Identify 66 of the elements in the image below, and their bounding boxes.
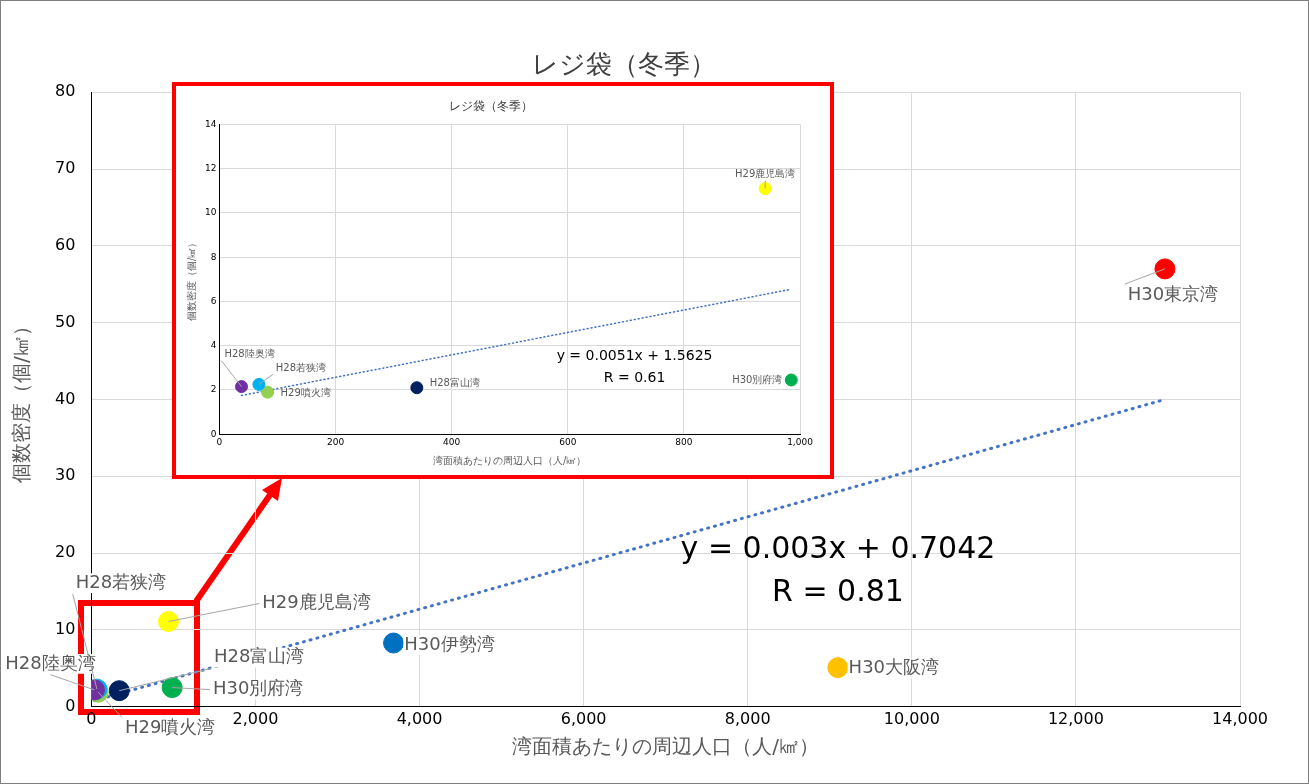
point bbox=[827, 657, 849, 679]
point bbox=[784, 373, 798, 387]
y-tick-label: 40 bbox=[55, 388, 76, 408]
y-tick-label: 50 bbox=[55, 311, 76, 331]
x-axis-title: 湾面積あたりの周辺人口（人/㎢） bbox=[512, 734, 820, 759]
point bbox=[235, 380, 249, 394]
point bbox=[261, 385, 275, 399]
x-tick-label: 2,000 bbox=[232, 708, 279, 728]
y-tick-label: 4 bbox=[210, 340, 217, 351]
series-label: H28陸奥湾 bbox=[5, 651, 96, 673]
point bbox=[252, 377, 266, 391]
x-tick-label: 4,000 bbox=[396, 708, 443, 728]
x-tick-label: 10,000 bbox=[883, 708, 940, 728]
x-tick-label: 400 bbox=[443, 436, 461, 447]
series-label: H29鹿児島湾 bbox=[735, 168, 796, 180]
chart-title: レジ袋（冬季） bbox=[531, 49, 716, 80]
point bbox=[758, 182, 772, 196]
point bbox=[410, 381, 424, 395]
x-tick-label: 14,000 bbox=[1212, 708, 1268, 728]
series-label: H30別府湾 bbox=[732, 373, 783, 385]
y-tick-label: 2 bbox=[210, 384, 217, 395]
annotation: R = 0.61 bbox=[603, 369, 666, 386]
x-tick-label: 12,000 bbox=[1047, 708, 1104, 728]
x-tick-label: 600 bbox=[559, 436, 577, 447]
y-tick-label: 60 bbox=[55, 235, 76, 255]
y-tick-label: 10 bbox=[55, 619, 76, 639]
y-tick-label: 6 bbox=[210, 295, 217, 306]
x-tick-label: 8,000 bbox=[724, 708, 771, 728]
point bbox=[157, 611, 179, 633]
y-axis-title: 個数密度（個/㎢） bbox=[9, 316, 34, 483]
series-label: H28富山湾 bbox=[429, 377, 480, 389]
series-label: H29噴火湾 bbox=[124, 715, 216, 737]
annotation: y = 0.003x + 0.7042 bbox=[680, 529, 996, 565]
series-label: H30東京湾 bbox=[1127, 282, 1219, 304]
y-tick-label: 70 bbox=[55, 158, 76, 178]
point bbox=[108, 680, 130, 702]
y-tick-label: 0 bbox=[210, 428, 217, 439]
series-label: H28若狭湾 bbox=[275, 362, 327, 373]
text: H29鹿児島湾 bbox=[262, 591, 371, 613]
y-tick-label: 30 bbox=[55, 465, 76, 485]
annotation: R = 0.81 bbox=[772, 572, 904, 608]
text: H28富山湾 bbox=[214, 645, 305, 667]
point bbox=[1154, 258, 1176, 280]
y-tick-label: 80 bbox=[55, 81, 76, 101]
x-tick-label: 6,000 bbox=[560, 708, 607, 728]
chart-title: レジ袋（冬季） bbox=[449, 99, 533, 114]
y-tick-label: 20 bbox=[55, 542, 76, 562]
series-label: H30伊勢湾 bbox=[404, 632, 495, 654]
annotation: y = 0.0051x + 1.5625 bbox=[556, 346, 713, 363]
y-tick-label: 10 bbox=[205, 207, 217, 218]
y-tick-label: 14 bbox=[205, 118, 217, 129]
y-tick-label: 12 bbox=[205, 163, 217, 173]
x-tick-label: 800 bbox=[675, 436, 693, 447]
x-tick-label: 1,000 bbox=[787, 436, 814, 447]
text: H28陸奥湾 bbox=[224, 348, 275, 360]
y-axis-title: 個数密度（個/㎢） bbox=[185, 237, 197, 321]
point bbox=[383, 632, 405, 654]
series-label: H30大阪湾 bbox=[848, 656, 940, 678]
y-tick-label: 8 bbox=[210, 251, 217, 262]
point bbox=[161, 677, 183, 699]
series-label: H29噴火湾 bbox=[280, 386, 331, 398]
series-label: H30別府湾 bbox=[212, 677, 304, 699]
x-axis-title: 湾面積あたりの周辺人口（人/㎢） bbox=[433, 454, 587, 466]
text: H28若狭湾 bbox=[75, 570, 167, 592]
y-tick-label: 0 bbox=[65, 695, 76, 715]
x-tick-label: 200 bbox=[326, 436, 345, 447]
